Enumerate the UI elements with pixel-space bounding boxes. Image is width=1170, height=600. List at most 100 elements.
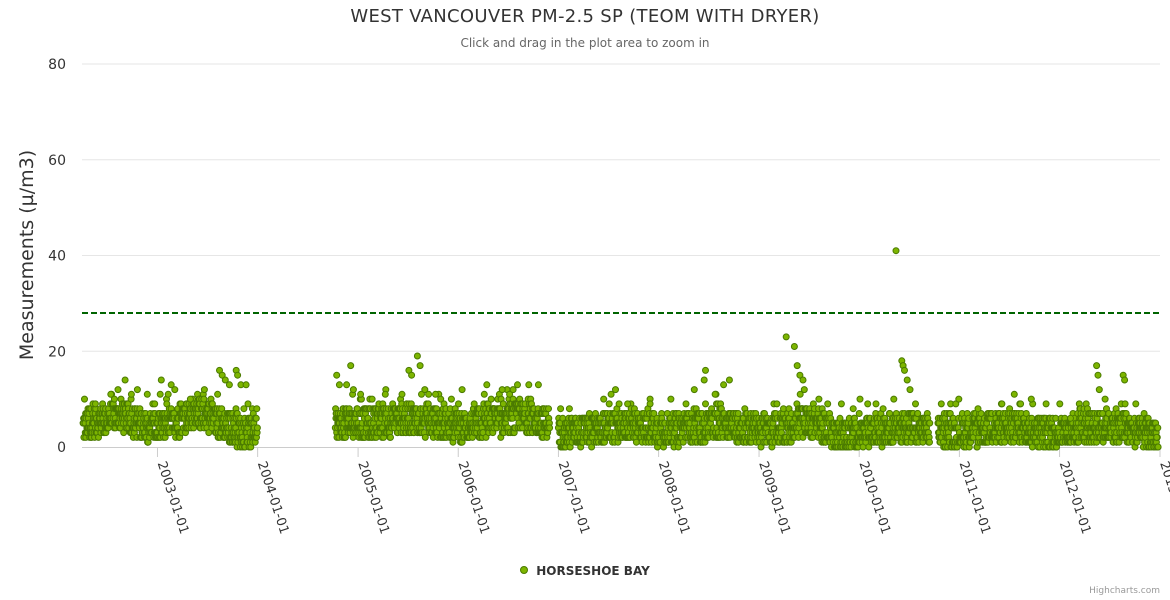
legend-item-label[interactable]: HORSESHOE BAY	[536, 564, 650, 578]
data-point[interactable]	[127, 390, 135, 398]
data-point[interactable]	[156, 390, 164, 398]
data-point[interactable]	[347, 362, 355, 370]
data-point[interactable]	[1132, 400, 1140, 408]
data-point[interactable]	[600, 395, 608, 403]
data-point[interactable]	[545, 405, 552, 413]
data-point[interactable]	[1022, 410, 1030, 417]
credits-link[interactable]: Highcharts.com	[1089, 586, 1160, 596]
data-point[interactable]	[565, 405, 573, 413]
data-point[interactable]	[690, 386, 698, 394]
data-point[interactable]	[773, 400, 781, 408]
data-point[interactable]	[421, 386, 429, 394]
data-point[interactable]	[234, 371, 242, 379]
data-point[interactable]	[447, 395, 455, 403]
data-point[interactable]	[912, 400, 919, 408]
data-point[interactable]	[143, 390, 151, 398]
data-point[interactable]	[221, 376, 229, 384]
data-point[interactable]	[702, 366, 709, 374]
data-point[interactable]	[91, 400, 99, 408]
data-point[interactable]	[514, 381, 521, 389]
data-point[interactable]	[253, 405, 261, 413]
data-point[interactable]	[1027, 395, 1035, 403]
data-point[interactable]	[421, 433, 429, 441]
data-point[interactable]	[413, 352, 421, 360]
data-point[interactable]	[252, 414, 260, 422]
data-point[interactable]	[700, 376, 708, 384]
data-point[interactable]	[1017, 400, 1025, 408]
data-point[interactable]	[720, 381, 728, 389]
legend[interactable]: HORSESHOE BAY	[0, 564, 1170, 578]
data-point[interactable]	[1056, 400, 1064, 408]
data-point[interactable]	[815, 395, 823, 403]
data-point[interactable]	[357, 390, 365, 398]
data-point[interactable]	[107, 390, 115, 398]
data-point[interactable]	[244, 400, 252, 408]
data-point[interactable]	[164, 390, 172, 398]
data-point[interactable]	[333, 371, 341, 379]
data-point[interactable]	[711, 390, 719, 398]
data-point[interactable]	[349, 386, 357, 394]
data-point[interactable]	[110, 395, 118, 403]
data-point[interactable]	[903, 376, 911, 384]
data-point[interactable]	[186, 395, 194, 403]
data-point[interactable]	[607, 390, 615, 398]
data-point[interactable]	[1154, 443, 1162, 451]
data-point[interactable]	[416, 362, 424, 370]
data-point[interactable]	[790, 343, 798, 350]
data-point[interactable]	[906, 386, 914, 394]
data-point[interactable]	[499, 400, 507, 408]
data-point[interactable]	[381, 390, 389, 398]
data-point[interactable]	[171, 386, 179, 394]
data-point[interactable]	[837, 400, 845, 408]
data-point[interactable]	[425, 390, 433, 398]
data-point[interactable]	[1153, 433, 1161, 441]
data-point[interactable]	[534, 381, 542, 389]
data-point[interactable]	[557, 405, 565, 413]
data-point[interactable]	[208, 400, 216, 408]
data-point[interactable]	[1094, 371, 1102, 379]
data-point[interactable]	[1121, 400, 1129, 408]
data-point[interactable]	[1122, 410, 1130, 417]
data-point[interactable]	[240, 405, 248, 413]
data-point[interactable]	[81, 395, 88, 403]
data-point[interactable]	[799, 376, 807, 384]
data-point[interactable]	[1101, 395, 1109, 403]
data-point[interactable]	[1042, 400, 1050, 408]
data-point[interactable]	[1095, 386, 1103, 394]
data-point[interactable]	[824, 400, 832, 408]
data-point[interactable]	[977, 410, 985, 417]
data-point[interactable]	[667, 395, 675, 403]
data-point[interactable]	[890, 395, 898, 403]
data-point[interactable]	[855, 410, 863, 417]
data-point[interactable]	[892, 247, 900, 255]
data-point[interactable]	[646, 400, 654, 408]
data-point[interactable]	[335, 381, 343, 389]
data-point[interactable]	[605, 400, 613, 408]
data-point[interactable]	[864, 400, 872, 408]
data-point[interactable]	[1067, 414, 1074, 422]
data-point[interactable]	[398, 390, 406, 398]
data-point[interactable]	[525, 381, 533, 389]
data-point[interactable]	[253, 424, 261, 432]
data-point[interactable]	[1154, 424, 1162, 432]
data-point[interactable]	[408, 371, 416, 379]
data-point[interactable]	[793, 362, 801, 370]
data-point[interactable]	[650, 410, 658, 417]
data-point[interactable]	[418, 390, 425, 398]
data-point[interactable]	[368, 395, 376, 403]
data-point[interactable]	[682, 400, 690, 408]
data-point[interactable]	[856, 395, 864, 403]
data-point[interactable]	[483, 381, 491, 389]
data-point[interactable]	[1093, 362, 1101, 370]
data-point[interactable]	[214, 390, 222, 398]
data-point[interactable]	[133, 386, 141, 394]
data-point[interactable]	[458, 386, 466, 394]
data-point[interactable]	[432, 390, 439, 398]
data-point[interactable]	[901, 366, 908, 374]
data-point[interactable]	[872, 400, 880, 408]
data-point[interactable]	[437, 395, 445, 403]
data-point[interactable]	[242, 381, 250, 389]
data-point[interactable]	[509, 386, 517, 394]
data-point[interactable]	[121, 376, 129, 384]
